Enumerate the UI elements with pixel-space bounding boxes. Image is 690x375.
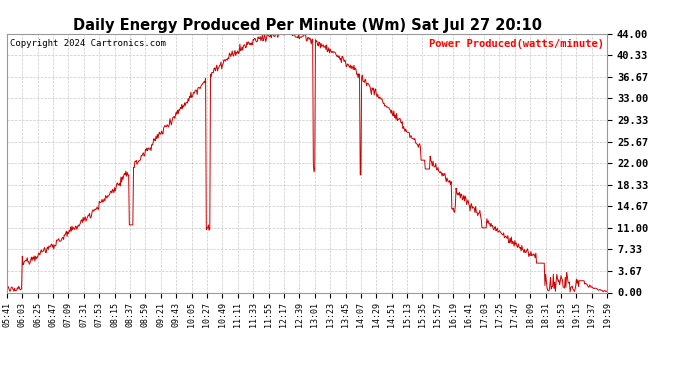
Text: Copyright 2024 Cartronics.com: Copyright 2024 Cartronics.com: [10, 39, 166, 48]
Text: Power Produced(watts/minute): Power Produced(watts/minute): [429, 39, 604, 49]
Title: Daily Energy Produced Per Minute (Wm) Sat Jul 27 20:10: Daily Energy Produced Per Minute (Wm) Sa…: [72, 18, 542, 33]
